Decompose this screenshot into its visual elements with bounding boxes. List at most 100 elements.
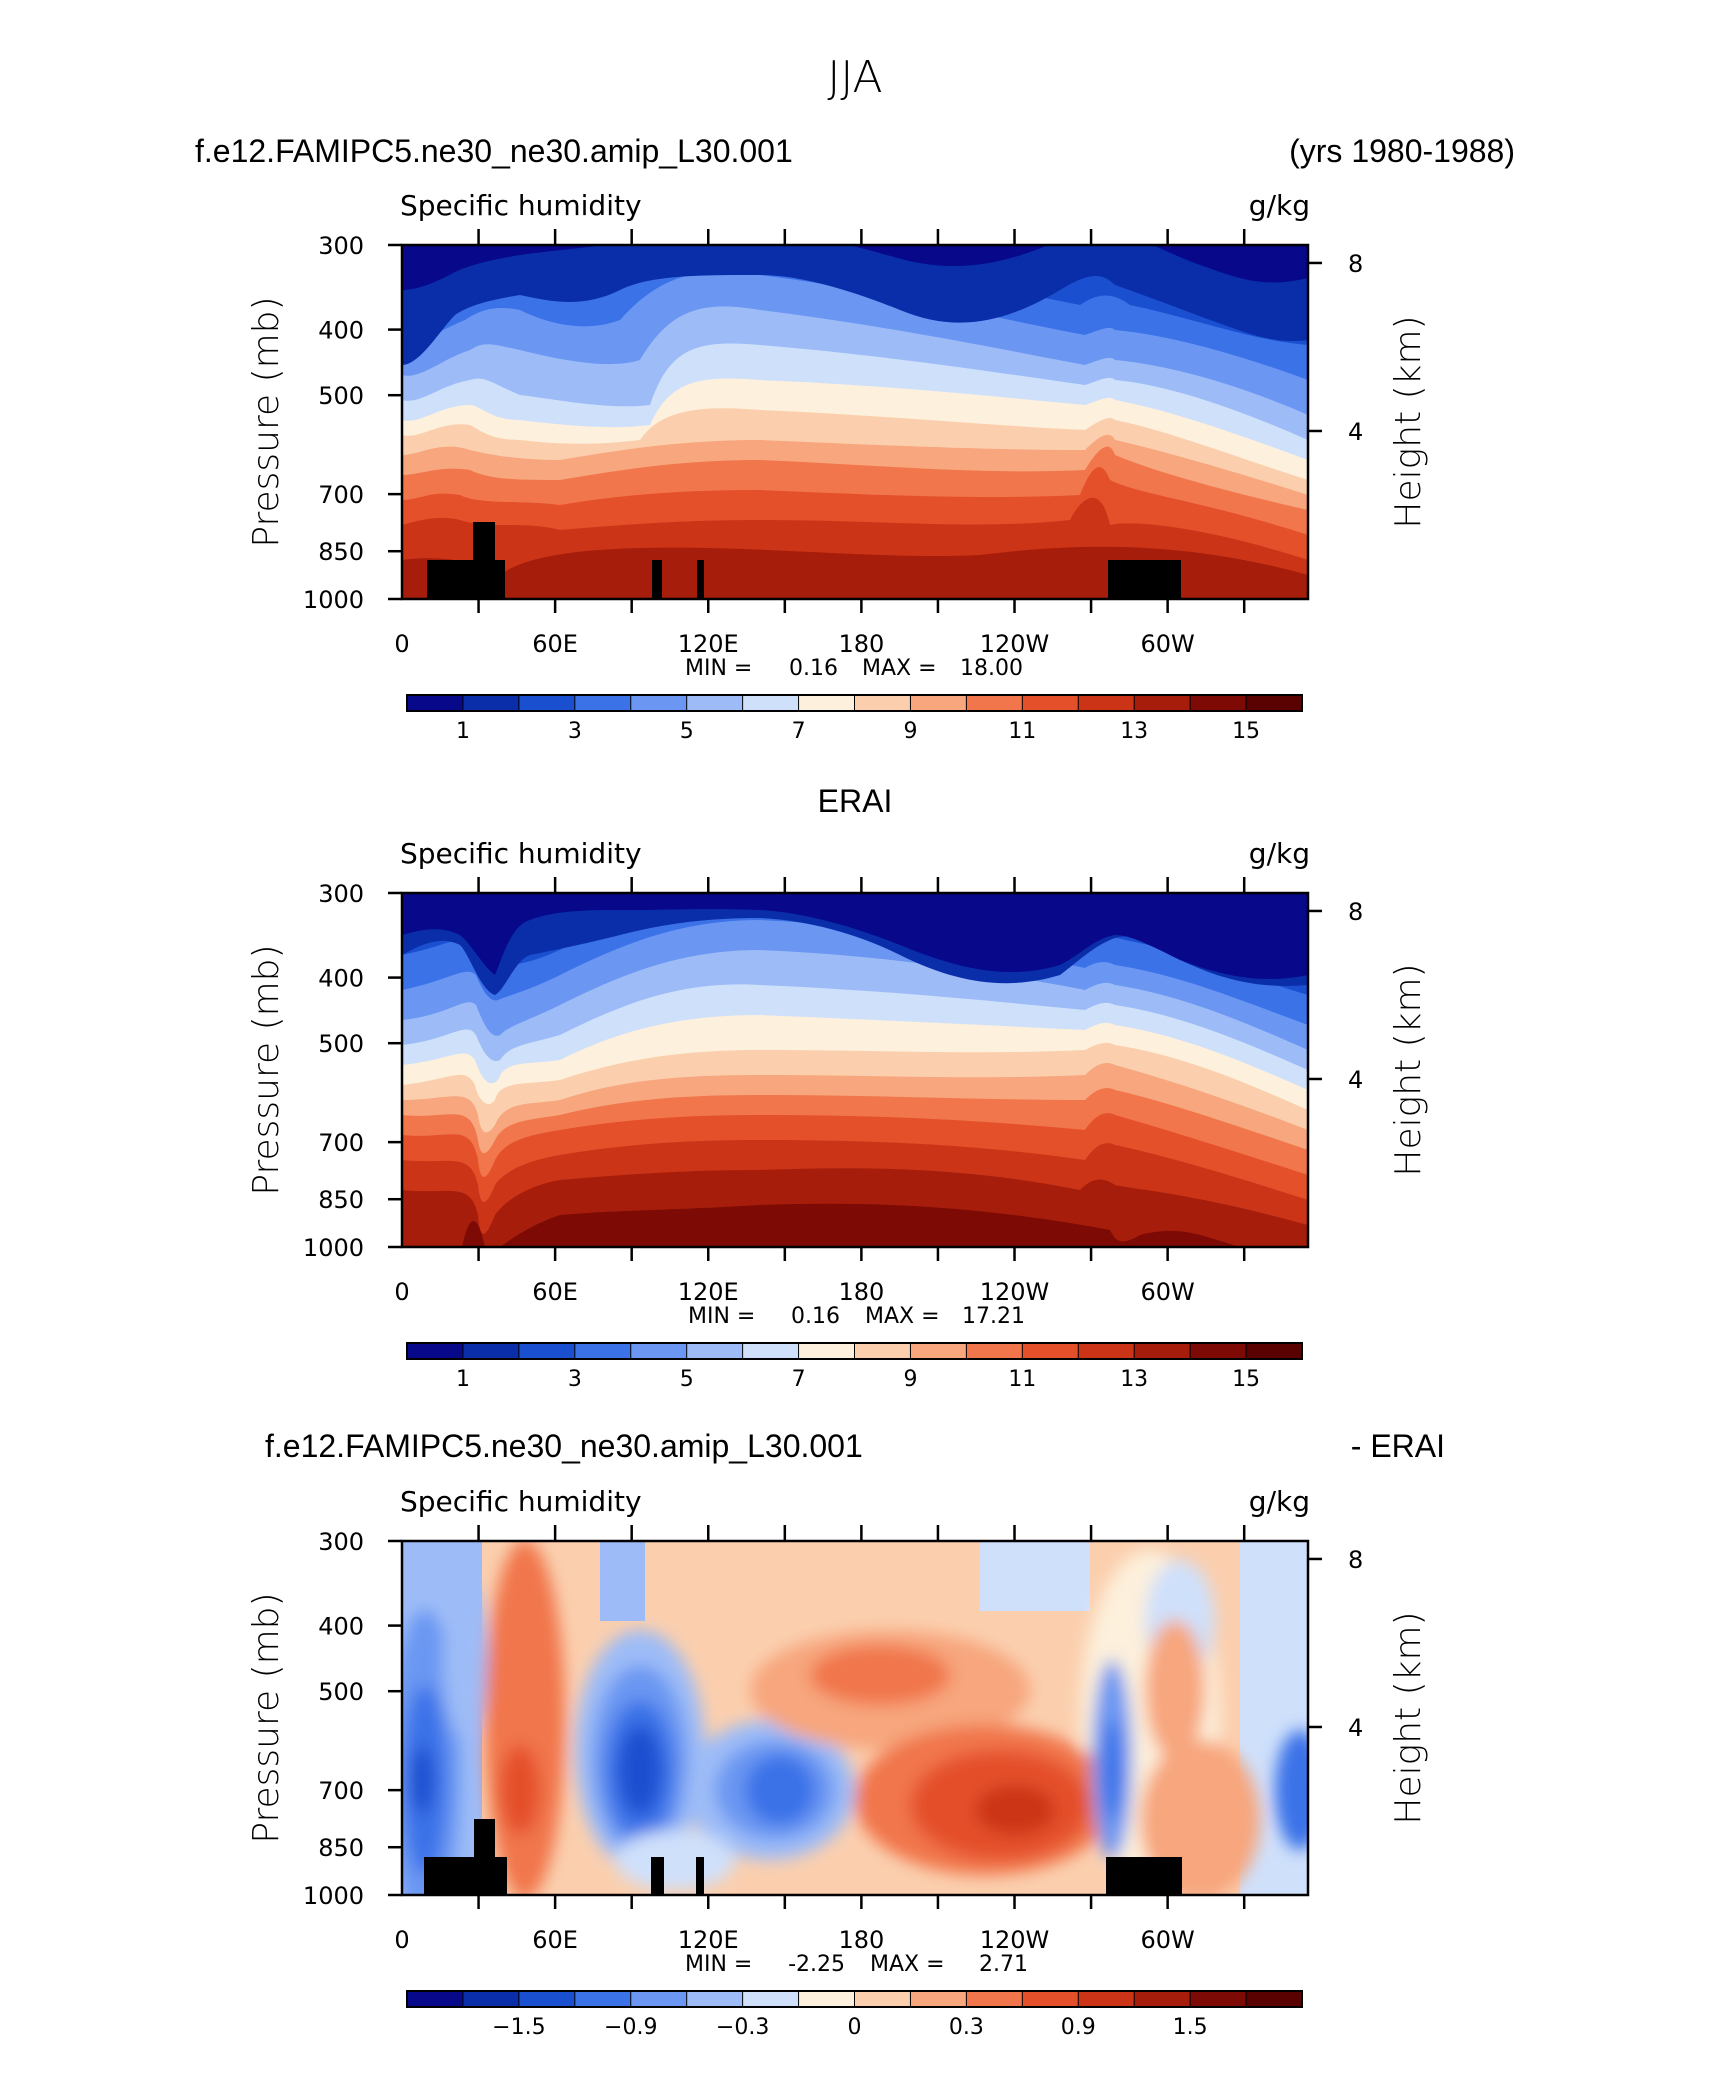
model-colorbar-swatch	[686, 694, 744, 712]
obs-colorbar-label: 1	[456, 1367, 470, 1392]
diff-pressure-tick-label: 400	[318, 1613, 364, 1641]
model-colorbar-swatch	[574, 694, 632, 712]
panel-obs-axes: 300 400 500 700 850 1000 8 4 0 60E 120E 180 120W 60W P…	[246, 877, 1429, 1306]
diff-pressure-tick-label: 850	[318, 1834, 364, 1862]
diff-colorbar-swatch	[1189, 1990, 1248, 2008]
diff-height-tick-label: 4	[1348, 1714, 1363, 1742]
model-colorbar-swatch	[1245, 694, 1303, 712]
panel-model-min-label: MIN =	[685, 656, 752, 681]
panel-diff-min: -2.25	[788, 1952, 845, 1977]
obs-x-tick-label: 60E	[532, 1278, 578, 1306]
obs-colorbar-label: 9	[903, 1367, 917, 1392]
obs-pressure-tick-label: 500	[318, 1030, 364, 1058]
model-x-tick-label: 60E	[532, 630, 578, 658]
obs-y-axis-title: Pressure (mb)	[246, 944, 287, 1195]
obs-colorbar-swatch	[1021, 1342, 1080, 1360]
model-colorbar-frame	[406, 694, 1303, 712]
obs-y2-axis-title: Height (km)	[1388, 963, 1429, 1176]
diff-x-tick-label: 180	[838, 1926, 884, 1954]
obs-colorbar-swatch	[406, 1342, 464, 1360]
panel-model-min: 0.16	[789, 656, 838, 681]
obs-colorbar-swatch	[965, 1342, 1024, 1360]
diff-colorbar-label: 0.9	[1061, 2015, 1096, 2040]
diff-colorbar-label: −0.3	[716, 2015, 769, 2040]
diff-y2-axis-title: Height (km)	[1388, 1611, 1429, 1824]
model-colorbar-swatch	[909, 694, 968, 712]
panel-model: f.e12.FAMIPC5.ne30_ne30.amip_L30.001 (yr…	[195, 133, 1515, 744]
diff-x-tick-label: 120W	[980, 1926, 1050, 1954]
diff-colorbar-swatch	[1077, 1990, 1136, 2008]
obs-colorbar-swatch	[798, 1342, 856, 1360]
model-colorbar-label: 13	[1120, 719, 1148, 744]
obs-x-tick-label: 0	[394, 1278, 409, 1306]
model-colorbar-label: 1	[456, 719, 470, 744]
diff-colorbar-swatch	[909, 1990, 968, 2008]
diff-colorbar-label: −1.5	[492, 2015, 545, 2040]
obs-colorbar-swatch	[909, 1342, 968, 1360]
obs-pressure-tick-label: 850	[318, 1186, 364, 1214]
model-x-tick-label: 120E	[678, 630, 739, 658]
obs-colorbar-swatch	[686, 1342, 744, 1360]
obs-colorbar-label: 15	[1232, 1367, 1260, 1392]
obs-colorbar-swatch	[462, 1342, 520, 1360]
panel-diff-max: 2.71	[979, 1952, 1028, 1977]
panel-obs-units: g/kg	[1249, 837, 1310, 870]
model-colorbar-swatch	[798, 694, 856, 712]
obs-pressure-tick-label: 300	[318, 880, 364, 908]
model-colorbar-swatch	[1189, 694, 1248, 712]
panel-model-frame	[400, 243, 1310, 601]
obs-colorbar-swatch	[518, 1342, 576, 1360]
panel-obs-frame	[400, 891, 1310, 1249]
panel-diff-max-label: MAX =	[870, 1952, 945, 1977]
panel-model-max: 18.00	[960, 656, 1023, 681]
panel-obs-variable: Specific humidity	[400, 837, 642, 870]
diff-colorbar-swatch	[630, 1990, 688, 2008]
panel-diff-frame	[400, 1539, 1310, 1897]
obs-pressure-tick-label: 700	[318, 1129, 364, 1157]
panel-model-units: g/kg	[1249, 189, 1310, 222]
panel-model-max-label: MAX =	[862, 656, 937, 681]
panel-model-variable: Specific humidity	[400, 189, 642, 222]
model-colorbar-swatch	[742, 694, 800, 712]
panel-obs-min-label: MIN =	[688, 1304, 755, 1329]
model-colorbar-swatch	[462, 694, 520, 712]
diff-pressure-tick-label: 300	[318, 1528, 364, 1556]
diff-colorbar-swatch	[965, 1990, 1024, 2008]
obs-colorbar-label: 5	[680, 1367, 694, 1392]
obs-colorbar-swatch	[742, 1342, 800, 1360]
model-colorbar-label: 7	[792, 719, 806, 744]
diff-x-tick-label: 60W	[1140, 1926, 1194, 1954]
diff-colorbar-swatch	[1133, 1990, 1192, 2008]
diff-x-tick-label: 60E	[532, 1926, 578, 1954]
diff-colorbar-swatch	[1245, 1990, 1303, 2008]
model-colorbar-swatch	[518, 694, 576, 712]
diff-colorbar-frame	[406, 1990, 1303, 2008]
panel-model-field	[402, 245, 1308, 599]
model-y2-axis-title: Height (km)	[1388, 315, 1429, 528]
panel-model-header-left: f.e12.FAMIPC5.ne30_ne30.amip_L30.001	[195, 133, 793, 169]
panel-diff-variable: Specific humidity	[400, 1485, 642, 1518]
model-x-tick-label: 0	[394, 630, 409, 658]
model-pressure-tick-label: 850	[318, 538, 364, 566]
model-pressure-tick-label: 1000	[303, 586, 364, 614]
panel-obs-header: ERAI	[818, 783, 893, 819]
obs-x-tick-label: 60W	[1140, 1278, 1194, 1306]
model-colorbar-swatch	[630, 694, 688, 712]
obs-colorbar-label: 7	[792, 1367, 806, 1392]
panel-diff-terrain	[424, 1819, 1182, 1895]
model-colorbar-label: 15	[1232, 719, 1260, 744]
diff-colorbar-label: −0.9	[604, 2015, 657, 2040]
model-colorbar-swatch	[1133, 694, 1192, 712]
diff-pressure-tick-label: 500	[318, 1678, 364, 1706]
diff-pressure-tick-label: 1000	[303, 1882, 364, 1910]
obs-colorbar-swatch	[630, 1342, 688, 1360]
obs-colorbar-label: 13	[1120, 1367, 1148, 1392]
model-height-tick-label: 4	[1348, 418, 1363, 446]
diff-x-tick-label: 0	[394, 1926, 409, 1954]
obs-x-tick-label: 120E	[678, 1278, 739, 1306]
model-colorbar-swatch	[1077, 694, 1136, 712]
panel-obs-min: 0.16	[791, 1304, 840, 1329]
panel-obs: ERAI Specific humidity g/kg 300400500700…	[246, 783, 1429, 1392]
page-title: JJA	[827, 52, 882, 103]
